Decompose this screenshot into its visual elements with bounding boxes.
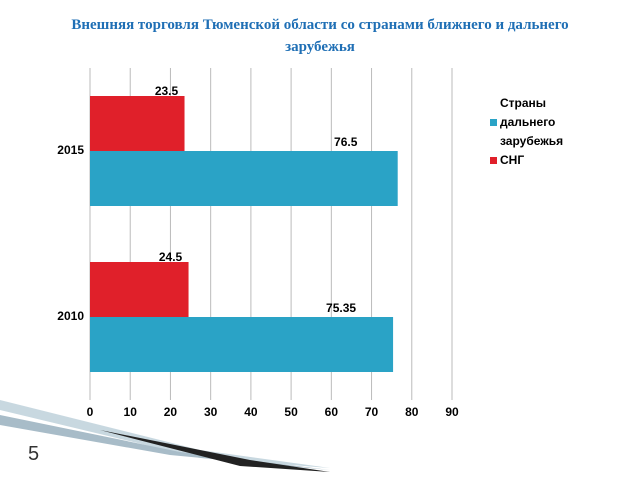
legend-swatch xyxy=(490,119,497,126)
x-tick-label: 70 xyxy=(365,405,379,419)
value-label: 76.5 xyxy=(334,135,358,149)
slide-number: 5 xyxy=(28,443,40,465)
x-tick-label: 40 xyxy=(244,405,258,419)
legend: Страны дальнего зарубежья СНГ xyxy=(488,94,588,170)
legend-label: Страны дальнего зарубежья xyxy=(500,96,564,148)
y-tick-label: 2010 xyxy=(57,309,84,323)
x-tick-label: 10 xyxy=(124,405,138,419)
y-tick-label: 2015 xyxy=(57,143,84,157)
x-tick-label: 20 xyxy=(164,405,178,419)
x-tick-label: 0 xyxy=(87,405,94,419)
x-tick-label: 30 xyxy=(204,405,218,419)
bar xyxy=(90,96,185,151)
x-tick-label: 60 xyxy=(325,405,339,419)
x-tick-label: 80 xyxy=(405,405,419,419)
value-label: 23.5 xyxy=(155,84,179,98)
legend-item: СНГ xyxy=(488,151,588,170)
x-tick-label: 50 xyxy=(284,405,298,419)
bar xyxy=(90,262,189,317)
bar xyxy=(90,151,398,206)
bar xyxy=(90,317,394,372)
legend-swatch xyxy=(490,157,497,164)
chart-title: Внешняя торговля Тюменской области со ст… xyxy=(71,17,569,55)
legend-item: Страны дальнего зарубежья xyxy=(488,94,588,151)
value-label: 75.35 xyxy=(326,301,356,315)
x-tick-label: 90 xyxy=(445,405,459,419)
legend-label: СНГ xyxy=(500,153,525,167)
value-label: 24.5 xyxy=(159,250,183,264)
